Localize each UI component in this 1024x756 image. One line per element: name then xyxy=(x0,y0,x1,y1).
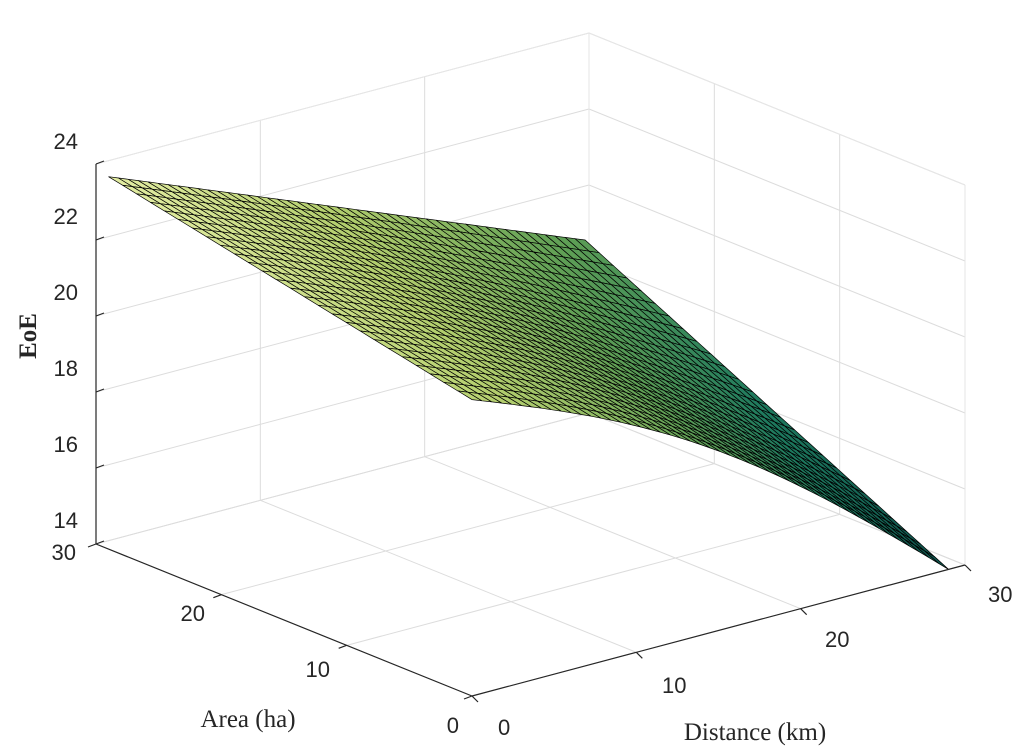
x-tick xyxy=(635,651,643,659)
x-tick xyxy=(471,695,479,703)
x-axis-line xyxy=(471,564,966,697)
z-tick xyxy=(95,540,105,545)
surface-patch xyxy=(924,550,949,570)
floor-gridline xyxy=(221,463,715,596)
z-tick-label: 18 xyxy=(54,356,78,381)
surface-plot xyxy=(108,176,949,570)
x-tick-label: 30 xyxy=(988,582,1012,607)
wall-gridline xyxy=(588,108,966,262)
z-tick xyxy=(95,312,105,317)
y-tick xyxy=(213,594,222,599)
y-tick-label: 0 xyxy=(447,713,459,738)
wall-gridline xyxy=(95,412,590,545)
wall-gridline xyxy=(588,260,966,414)
x-tick-label: 10 xyxy=(662,673,686,698)
box-edge xyxy=(588,32,966,186)
z-tick-label: 24 xyxy=(54,129,78,154)
z-tick-label: 22 xyxy=(54,204,78,229)
z-tick xyxy=(95,464,105,469)
y-tick-label: 20 xyxy=(181,601,205,626)
y-tick xyxy=(338,644,347,649)
y-tick-label: 10 xyxy=(306,657,330,682)
z-tick xyxy=(95,388,105,393)
x-tick xyxy=(964,564,972,572)
x-axis-label: Distance (km) xyxy=(684,719,826,746)
x-tick-label: 20 xyxy=(825,627,849,652)
floor-gridline xyxy=(260,499,637,653)
z-tick xyxy=(95,236,105,241)
x-tick-label: 0 xyxy=(498,715,510,740)
y-tick-label: 30 xyxy=(52,540,76,565)
wall-gridline xyxy=(588,184,966,338)
y-axis-label: Area (ha) xyxy=(200,706,295,733)
z-tick-label: 16 xyxy=(54,432,78,457)
axes xyxy=(87,160,972,703)
x-tick xyxy=(800,608,808,616)
box-edge xyxy=(95,32,590,165)
z-axis-label: EoE xyxy=(15,313,42,359)
z-tick xyxy=(95,160,105,165)
y-axis-line xyxy=(95,543,473,697)
y-tick xyxy=(463,695,473,700)
floor-gridline xyxy=(424,456,801,610)
y-tick xyxy=(87,543,97,548)
floor-gridline xyxy=(346,513,840,646)
z-tick-label: 20 xyxy=(54,280,78,305)
z-tick-label: 14 xyxy=(54,508,78,533)
